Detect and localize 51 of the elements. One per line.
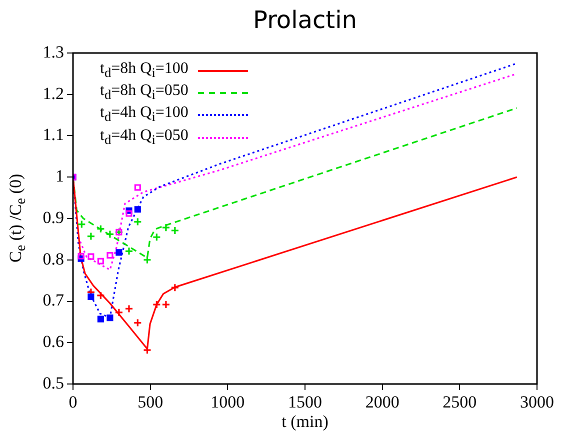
point <box>162 300 170 309</box>
point <box>88 293 94 300</box>
legend-label: t$_{d}$=8h Q$_{i}$=050 <box>100 82 188 104</box>
point <box>77 220 86 229</box>
x-axis-title: t (min) <box>280 412 330 432</box>
point <box>97 258 104 264</box>
point <box>86 232 96 241</box>
x-tick-label: 2500 <box>442 392 477 412</box>
legend-label: t$_{d}$=4h Q$_{i}$=100 <box>100 104 188 127</box>
x-tick-label: 1500 <box>288 392 322 412</box>
point <box>170 226 180 235</box>
point <box>152 300 161 309</box>
x-tick-label: 1000 <box>210 392 245 412</box>
point <box>126 210 132 217</box>
point <box>133 218 142 226</box>
y-tick-label: 0.8 <box>42 249 64 268</box>
y-tick-label: 1 <box>56 166 64 186</box>
point <box>162 223 170 232</box>
point <box>97 316 104 322</box>
point <box>124 246 134 256</box>
point <box>88 253 94 260</box>
y-tick-label: 0.5 <box>42 373 64 392</box>
point <box>106 314 114 322</box>
point <box>96 224 105 234</box>
y-tick-label: 1.1 <box>42 125 64 144</box>
legend-label: t$_{d}$=8h Q$_{i}$=100 <box>100 60 188 82</box>
point <box>142 346 152 354</box>
legend-label: t$_{d}$=4h Q$_{i}$=050 <box>100 126 188 149</box>
x-tick-label: 0 <box>68 392 78 412</box>
x-tick-label: 2000 <box>365 392 400 412</box>
point <box>152 232 161 242</box>
x-tick-label: 3000 <box>520 392 554 412</box>
x-tick-label: 500 <box>138 392 164 412</box>
point <box>134 184 141 191</box>
point <box>124 304 134 313</box>
point <box>106 230 114 239</box>
y-tick-label: 0.9 <box>42 208 64 227</box>
point <box>78 252 84 260</box>
y-tick-label: 0.7 <box>42 290 64 310</box>
point <box>142 256 152 264</box>
y-tick-label: 1.3 <box>42 42 64 62</box>
y-tick-label: 0.6 <box>42 332 64 352</box>
y-tick-label: 1.2 <box>42 84 64 103</box>
point <box>106 252 114 259</box>
point <box>96 291 105 300</box>
chart-title: Prolactin <box>252 6 358 34</box>
point <box>133 318 142 328</box>
point <box>114 308 124 317</box>
point <box>116 249 122 256</box>
point <box>170 283 180 292</box>
point <box>134 206 141 213</box>
